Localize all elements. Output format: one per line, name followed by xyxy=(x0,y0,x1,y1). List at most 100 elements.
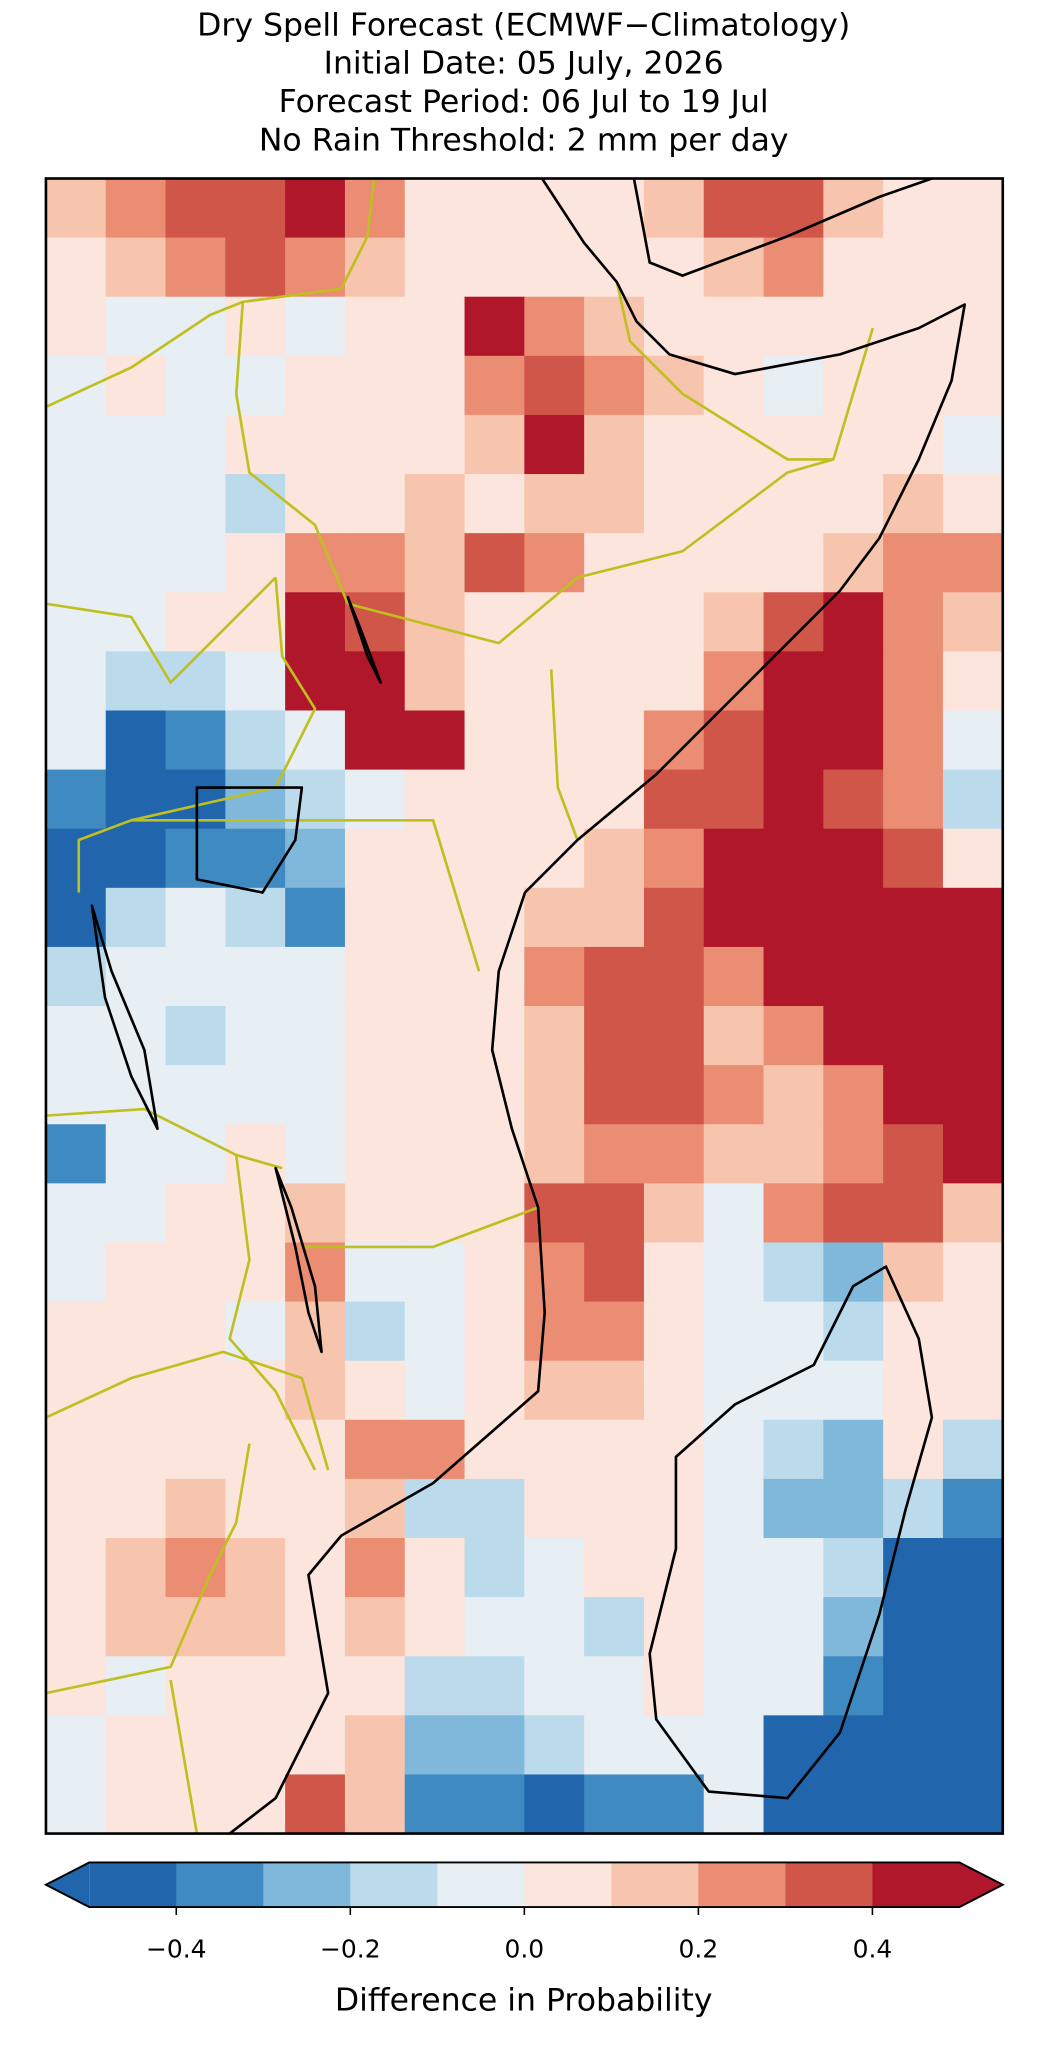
heatmap-cell xyxy=(404,237,466,298)
heatmap-cell xyxy=(404,1774,466,1834)
border xyxy=(169,1679,199,1834)
heatmap-cell xyxy=(883,1656,944,1717)
heatmap-cell xyxy=(823,946,884,1007)
heatmap-cell xyxy=(105,1242,167,1303)
heatmap-cell xyxy=(823,1419,884,1480)
heatmap-cell xyxy=(404,1597,466,1657)
heatmap-cell xyxy=(225,710,286,771)
colorbar-label: Difference in Probability xyxy=(335,1983,713,2019)
heatmap-cell xyxy=(225,1419,286,1480)
heatmap-cell xyxy=(344,1656,406,1717)
heatmap-cell xyxy=(105,592,167,653)
heatmap-cell xyxy=(942,887,1003,948)
heatmap-cell xyxy=(344,1006,406,1066)
heatmap-cell xyxy=(464,887,525,948)
heatmap-cell xyxy=(344,1774,406,1834)
heatmap-cell xyxy=(883,828,944,889)
chart-title: Initial Date: 05 July, 2026 xyxy=(324,46,724,82)
border xyxy=(615,281,834,461)
heatmap-cell xyxy=(763,1715,825,1776)
heatmap-cell xyxy=(524,592,585,653)
heatmap-cell xyxy=(344,178,406,239)
heatmap-cell xyxy=(703,1006,765,1066)
heatmap-cell xyxy=(883,1124,944,1185)
heatmap-cell xyxy=(703,1124,765,1185)
heatmap-cell xyxy=(763,710,825,771)
heatmap-cell xyxy=(225,1301,286,1362)
colorbar-segment xyxy=(611,1862,699,1908)
heatmap-cell xyxy=(404,1124,466,1185)
colorbar-segment xyxy=(263,1862,351,1908)
heatmap-cell xyxy=(165,1124,226,1185)
heatmap-cell xyxy=(883,710,944,771)
heatmap-cell xyxy=(584,237,645,298)
heatmap-cell xyxy=(942,769,1003,830)
border xyxy=(234,178,376,605)
heatmap-cell xyxy=(823,1360,884,1421)
heatmap-cell xyxy=(225,474,286,534)
colorbar-segment xyxy=(524,1862,612,1908)
heatmap-cell xyxy=(105,1301,167,1362)
heatmap-cell xyxy=(105,1538,167,1598)
heatmap-cell xyxy=(285,651,346,712)
heatmap-cell xyxy=(225,1242,286,1303)
heatmap-cell xyxy=(584,414,645,475)
heatmap-cell xyxy=(703,946,765,1007)
heatmap-cell xyxy=(165,1065,226,1125)
heatmap-cell xyxy=(584,1124,645,1185)
heatmap-cell xyxy=(703,1656,765,1717)
heatmap-cell xyxy=(584,1301,645,1362)
heatmap-cell xyxy=(404,1183,466,1244)
heatmap-cell xyxy=(703,1597,765,1657)
heatmap-cell xyxy=(344,1360,406,1421)
heatmap-cell xyxy=(404,887,466,948)
heatmap-cell xyxy=(942,651,1003,712)
heatmap-cell xyxy=(45,178,107,239)
heatmap-cell xyxy=(763,769,825,830)
heatmap-cell xyxy=(823,1538,884,1598)
chart-title: Dry Spell Forecast (ECMWF−Climatology) xyxy=(197,7,850,43)
heatmap-cell xyxy=(464,710,525,771)
heatmap-cell xyxy=(823,1656,884,1717)
map-frame xyxy=(44,177,1005,1835)
heatmap-cell xyxy=(225,178,286,239)
colorbar-extend xyxy=(45,1862,90,1908)
colorbar-segment xyxy=(176,1862,264,1908)
heatmap-cell xyxy=(404,1301,466,1362)
heatmap-cell xyxy=(823,1301,884,1362)
heatmap-cell xyxy=(464,178,525,239)
heatmap-cell xyxy=(165,533,226,593)
colorbar-tick-label: 0.2 xyxy=(679,1934,719,1963)
heatmap-cell xyxy=(404,1242,466,1303)
heatmap-cell xyxy=(464,1242,525,1303)
heatmap-cell xyxy=(703,178,765,239)
heatmap-cell xyxy=(524,237,585,298)
heatmap-cell xyxy=(643,1597,705,1657)
heatmap-cell xyxy=(703,1419,765,1480)
heatmap-cell xyxy=(524,828,585,889)
heatmap-cell xyxy=(703,1715,765,1776)
heatmap-cell xyxy=(105,1774,167,1834)
heatmap-cell xyxy=(464,1124,525,1185)
heatmap-cell xyxy=(464,1065,525,1125)
heatmap-cell xyxy=(584,1183,645,1244)
heatmap-cell xyxy=(285,1360,346,1421)
heatmap-cell xyxy=(883,1183,944,1244)
heatmap-cell xyxy=(464,1715,525,1776)
heatmap-cell xyxy=(643,1242,705,1303)
heatmap-cell xyxy=(225,1774,286,1834)
heatmap-cell xyxy=(823,1065,884,1125)
heatmap-cell xyxy=(823,474,884,534)
heatmap-cell xyxy=(165,946,226,1007)
heatmap-cell xyxy=(584,946,645,1007)
colorbar-outline xyxy=(43,1861,1005,1909)
madagascar xyxy=(648,1265,934,1800)
heatmap-cell xyxy=(165,1301,226,1362)
heatmap-cell xyxy=(285,1774,346,1834)
heatmap-cell xyxy=(524,1774,585,1834)
heatmap-cell xyxy=(285,1183,346,1244)
heatmap-cell xyxy=(404,474,466,534)
heatmap-cell xyxy=(763,296,825,357)
heatmap-cell xyxy=(45,296,107,357)
